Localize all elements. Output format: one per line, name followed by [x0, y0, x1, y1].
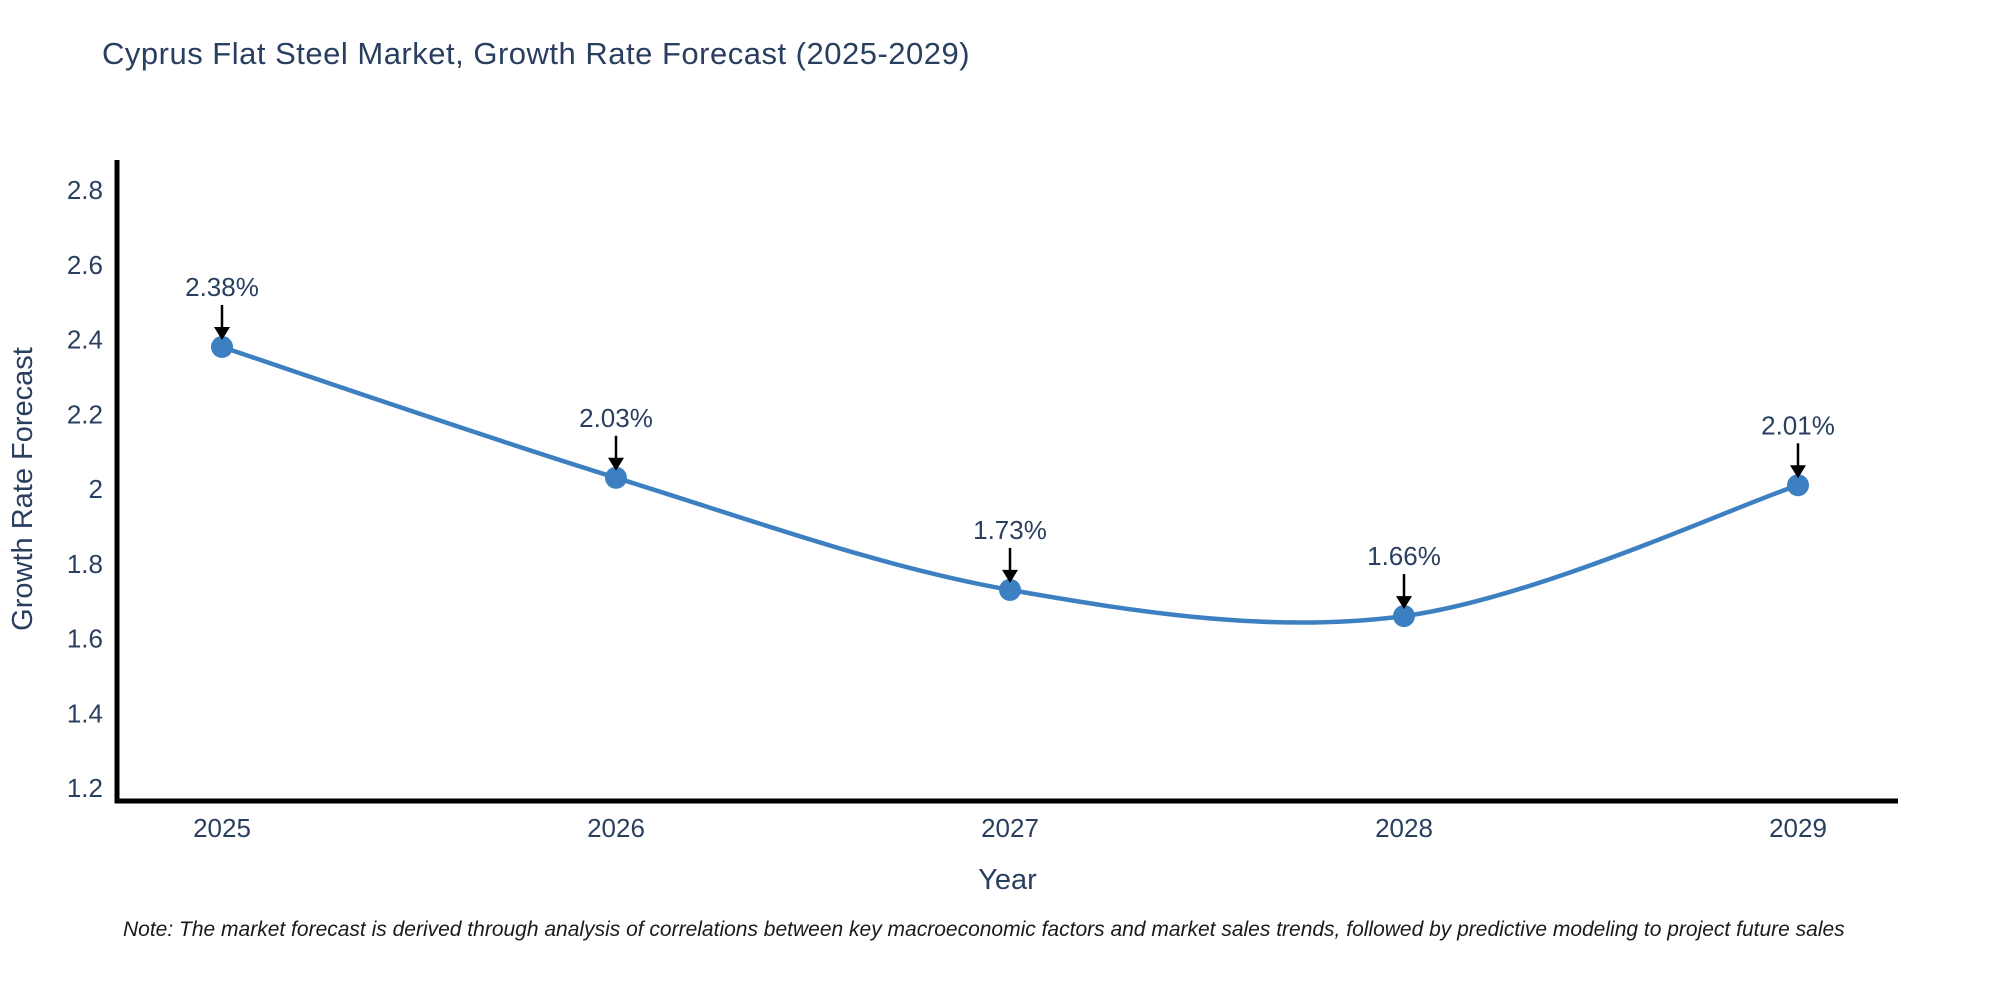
x-tick-label: 2028 [1375, 813, 1433, 843]
data-point-marker [999, 578, 1021, 601]
footnote: Note: The market forecast is derived thr… [123, 918, 1845, 941]
data-point-marker [211, 335, 233, 358]
y-tick-label: 2.8 [67, 175, 103, 205]
x-tick-label: 2029 [1769, 813, 1827, 843]
y-tick-label: 1.4 [67, 698, 103, 728]
y-tick-label: 2.4 [67, 325, 103, 355]
annotation-arrowhead-icon [1396, 596, 1412, 610]
y-tick-label: 2.6 [67, 250, 103, 280]
x-axis-title: Year [978, 864, 1037, 896]
point-value-label: 2.01% [1761, 410, 1835, 440]
point-value-label: 1.66% [1367, 541, 1441, 571]
x-tick-label: 2025 [193, 813, 251, 843]
annotation-arrowhead-icon [608, 457, 624, 471]
x-tick-label: 2027 [981, 813, 1039, 843]
y-tick-label: 2 [89, 474, 103, 504]
annotation-arrowhead-icon [214, 326, 230, 340]
point-value-label: 2.38% [185, 272, 259, 302]
y-tick-label: 1.2 [67, 773, 103, 803]
y-axis-title: Growth Rate Forecast [7, 347, 39, 631]
annotation-arrowhead-icon [1002, 569, 1018, 583]
annotation-arrowhead-icon [1790, 465, 1806, 479]
chart-title: Cyprus Flat Steel Market, Growth Rate Fo… [102, 36, 971, 71]
point-value-label: 1.73% [973, 515, 1047, 545]
x-tick-label: 2026 [587, 813, 645, 843]
data-point-marker [1393, 605, 1415, 628]
point-value-label: 2.03% [579, 403, 653, 433]
data-point-marker [1787, 474, 1809, 497]
y-tick-label: 1.6 [67, 624, 103, 654]
y-tick-label: 1.8 [67, 549, 103, 579]
data-point-marker [605, 466, 627, 489]
y-tick-label: 2.2 [67, 399, 103, 429]
